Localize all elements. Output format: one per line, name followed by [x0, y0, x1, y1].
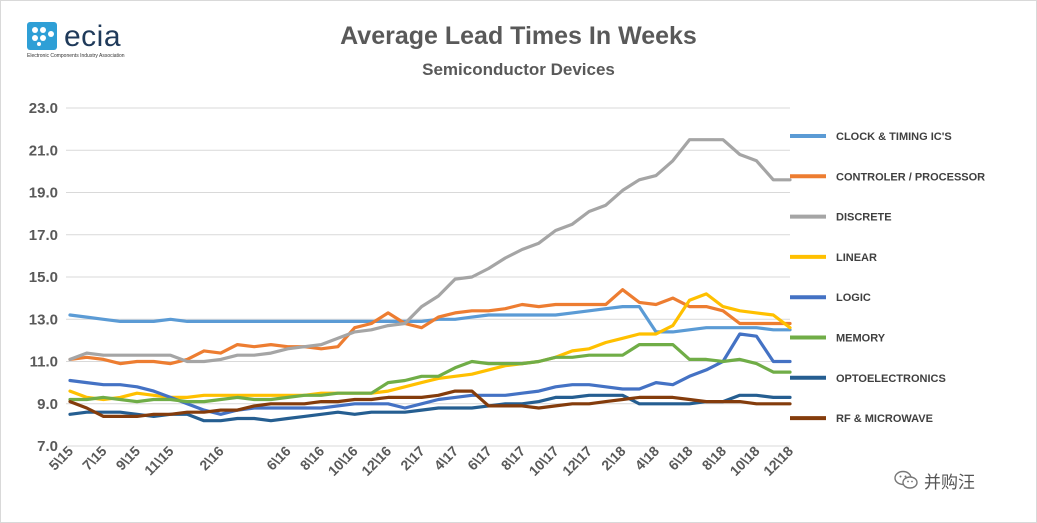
series-line — [68, 292, 792, 402]
x-tick-label: 2\18 — [598, 443, 629, 474]
legend-label: LINEAR — [836, 252, 877, 264]
x-tick-label: 2\16 — [196, 443, 227, 474]
y-tick-label: 11.0 — [30, 354, 58, 371]
series-line — [68, 332, 792, 416]
x-tick-label: 6\17 — [464, 443, 495, 474]
wechat-icon — [894, 470, 918, 489]
y-tick-label: 7.0 — [37, 438, 58, 455]
logo-tagline: Electronic Components Industry Associati… — [27, 53, 125, 59]
x-tick-label: 2\17 — [397, 443, 428, 474]
y-tick-label: 21.0 — [29, 142, 58, 159]
ecia-logo: ecia Electronic Components Industry Asso… — [27, 20, 147, 64]
series-line — [68, 138, 792, 364]
y-tick-label: 19.0 — [29, 185, 58, 202]
logo-wordmark: ecia — [64, 20, 122, 53]
y-tick-label: 17.0 — [29, 227, 58, 244]
x-tick-label: 9\15 — [113, 443, 144, 474]
watermark-text: 并购汪 — [924, 472, 975, 493]
x-tick-label: 10\17 — [526, 443, 562, 479]
series-line — [68, 305, 792, 334]
x-tick-label: 4\17 — [431, 443, 462, 474]
series-line — [68, 389, 792, 418]
watermark: 并购汪 — [894, 467, 975, 493]
legend-label: LOGIC — [836, 292, 871, 304]
x-tick-label: 12\17 — [559, 443, 595, 479]
x-tick-label: 4\18 — [632, 443, 663, 474]
x-tick-label: 12\18 — [760, 443, 796, 479]
ecia-logo-icon — [27, 22, 57, 50]
legend-label: RF & MICROWAVE — [836, 413, 933, 425]
x-tick-label: 10\16 — [325, 443, 361, 479]
y-tick-label: 13.0 — [29, 311, 58, 328]
x-tick-label: 10\18 — [727, 443, 763, 479]
y-tick-label: 15.0 — [29, 269, 58, 286]
chart-subtitle: Semiconductor Devices — [422, 60, 615, 79]
x-tick-label: 8\17 — [498, 443, 529, 474]
x-tick-label: 7\15 — [79, 443, 110, 474]
x-tick-label: 12\16 — [358, 443, 394, 479]
x-tick-label: 6\16 — [263, 443, 294, 474]
y-tick-label: 23.0 — [29, 100, 58, 117]
y-tick-label: 9.0 — [37, 396, 58, 413]
series-line — [68, 288, 792, 366]
x-tick-label: 8\18 — [699, 443, 730, 474]
x-tick-label: 11\15 — [141, 443, 177, 479]
legend-label: CONTROLER / PROCESSOR — [836, 171, 985, 183]
x-tick-label: 8\16 — [297, 443, 328, 474]
chart-title: Average Lead Times In Weeks — [340, 22, 697, 50]
legend-label: CLOCK & TIMING IC'S — [836, 131, 952, 143]
legend-label: DISCRETE — [836, 212, 892, 224]
legend-label: MEMORY — [836, 333, 886, 345]
x-tick-label: 6\18 — [665, 443, 696, 474]
series-line — [68, 393, 792, 423]
series-line — [68, 343, 792, 404]
legend-label: OPTOELECTRONICS — [836, 373, 946, 385]
